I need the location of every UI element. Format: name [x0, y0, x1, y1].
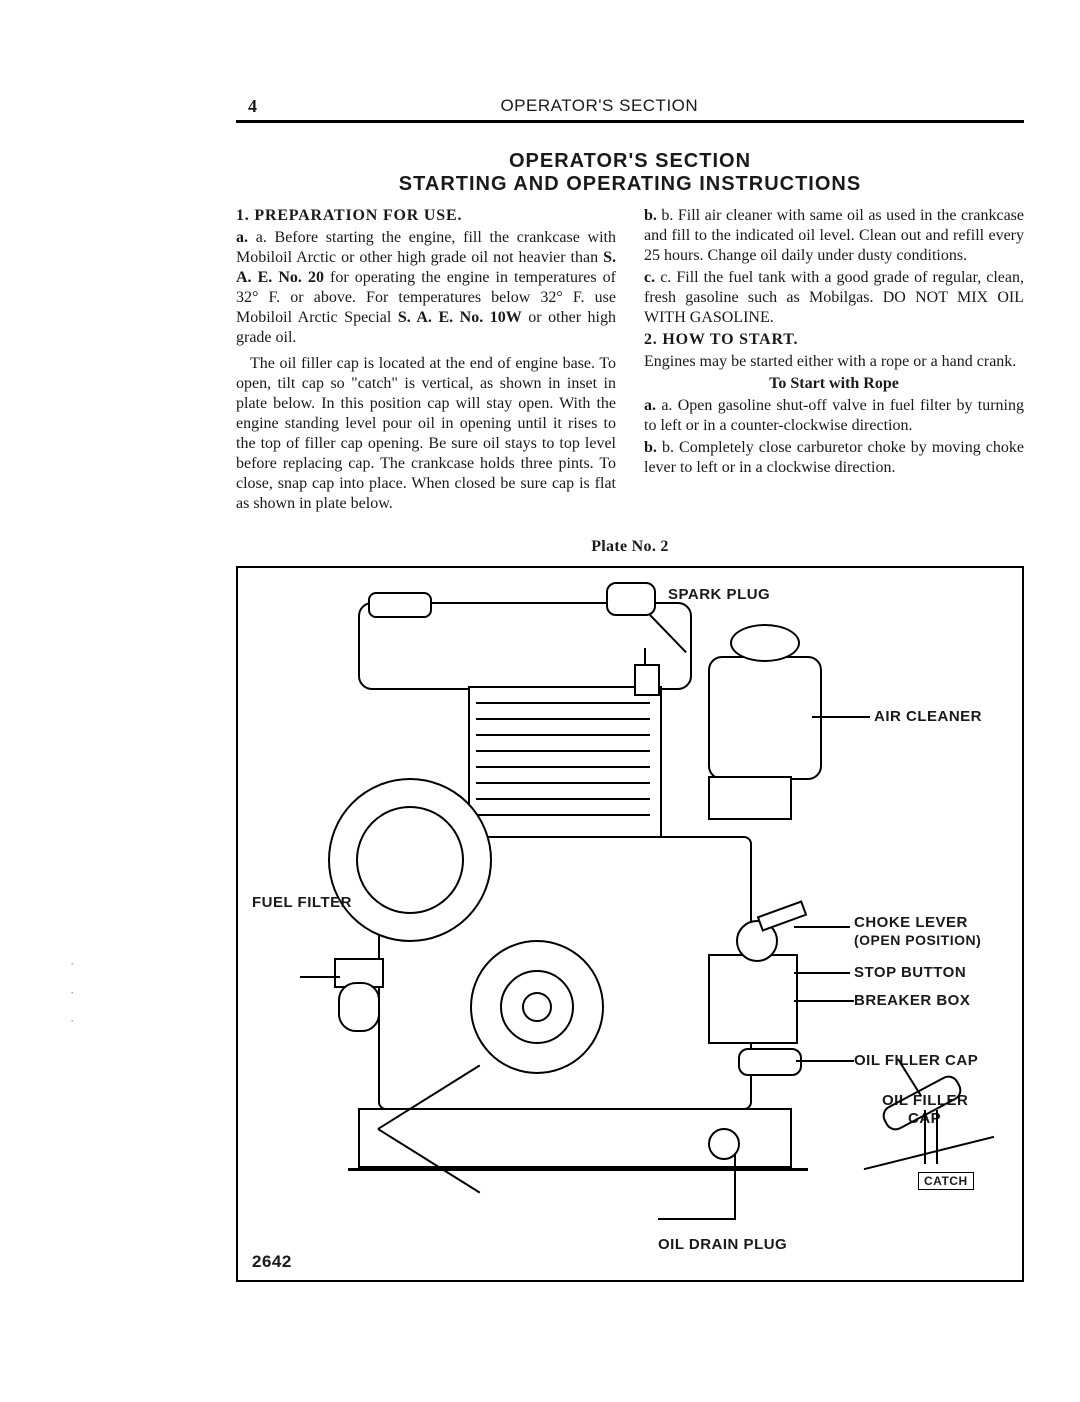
label-choke-lever: CHOKE LEVER [854, 914, 968, 931]
para-2a: Engines may be started either with a rop… [644, 352, 1024, 372]
label-spark-plug: SPARK PLUG [668, 586, 770, 603]
page: 4 OPERATOR'S SECTION OPERATOR'S SECTION … [0, 0, 1080, 1402]
label-fuel-filter: FUEL FILTER [252, 894, 352, 911]
title-line-1: OPERATOR'S SECTION [236, 150, 1024, 173]
label-catch: CATCH [918, 1172, 974, 1190]
label-oil-drain-plug: OIL DRAIN PLUG [658, 1236, 787, 1253]
para-1a-bold2: S. A. E. No. 10W [398, 309, 522, 326]
para-2: The oil filler cap is located at the end… [236, 354, 616, 514]
subhead-rope: To Start with Rope [644, 374, 1024, 394]
label-stop-button: STOP BUTTON [854, 964, 966, 981]
page-number: 4 [248, 96, 257, 117]
section-1-head: 1. PREPARATION FOR USE. [236, 207, 462, 224]
running-head: OPERATOR'S SECTION [500, 96, 698, 116]
label-choke-lever-sub: (OPEN POSITION) [854, 932, 981, 948]
left-column: 1. PREPARATION FOR USE. a. a. Before sta… [236, 206, 616, 516]
para-1a-1: a. Before starting the engine, fill the … [236, 229, 616, 266]
para-1b: b. Fill air cleaner with same oil as use… [644, 207, 1024, 264]
plate-caption: Plate No. 2 [236, 538, 1024, 556]
content-area: OPERATOR'S SECTION STARTING AND OPERATIN… [236, 150, 1024, 1282]
title-block: OPERATOR'S SECTION STARTING AND OPERATIN… [236, 150, 1024, 196]
title-line-2: STARTING AND OPERATING INSTRUCTIONS [236, 173, 1024, 196]
engine-figure: SPARK PLUG AIR CLEANER FUEL FILTER CHOKE… [236, 566, 1024, 1282]
figure-number: 2642 [252, 1252, 292, 1272]
para-2c: b. Completely close carburetor choke by … [644, 439, 1024, 476]
right-column: b. b. Fill air cleaner with same oil as … [644, 206, 1024, 516]
section-2-head: 2. HOW TO START. [644, 331, 798, 348]
two-columns: 1. PREPARATION FOR USE. a. a. Before sta… [236, 206, 1024, 516]
label-air-cleaner: AIR CLEANER [874, 708, 982, 725]
header-rule [236, 120, 1024, 123]
para-2b: a. Open gasoline shut-off valve in fuel … [644, 397, 1024, 434]
inset-drawing: CATCH [854, 1060, 1004, 1210]
scan-artifacts: ··· [70, 950, 74, 1036]
label-breaker-box: BREAKER BOX [854, 992, 970, 1009]
para-1c: c. Fill the fuel tank with a good grade … [644, 269, 1024, 326]
